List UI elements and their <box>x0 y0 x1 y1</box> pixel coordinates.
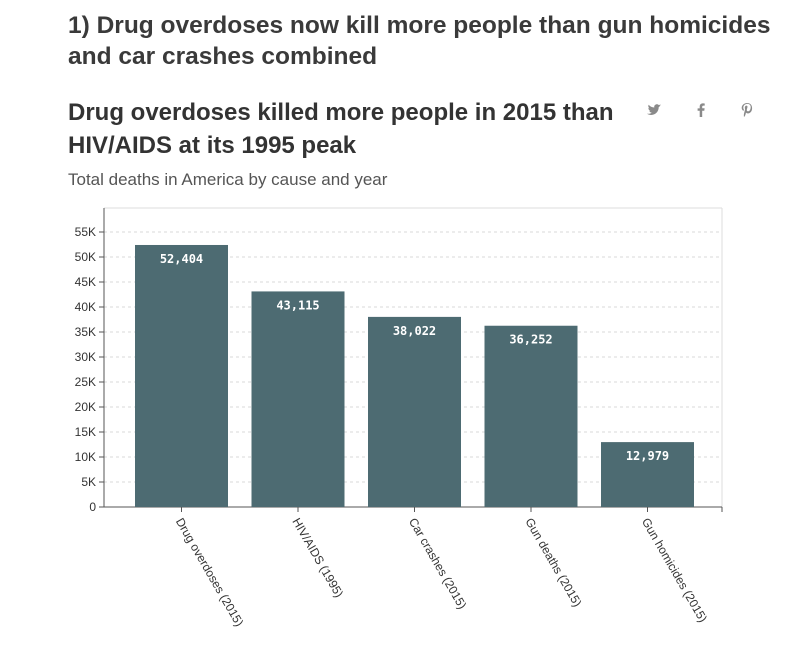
y-tick-label: 5K <box>81 475 96 489</box>
y-tick-label: 40K <box>75 300 96 314</box>
facebook-icon <box>697 103 705 117</box>
y-tick-label: 25K <box>75 375 96 389</box>
data-label: 38,022 <box>393 324 436 338</box>
bar <box>251 291 345 507</box>
chart-title: Drug overdoses killed more people in 201… <box>68 99 614 159</box>
y-tick-label: 55K <box>75 225 96 239</box>
y-tick-label: 50K <box>75 250 96 264</box>
data-label: 36,252 <box>509 333 552 347</box>
chart-subtitle: Total deaths in America by cause and yea… <box>68 170 388 189</box>
bar <box>368 316 461 507</box>
y-tick-label: 20K <box>75 400 96 414</box>
bar <box>601 442 694 507</box>
bar <box>484 325 578 507</box>
pinterest-share-button[interactable] <box>736 99 758 121</box>
y-tick-label: 0 <box>89 500 96 514</box>
y-tick-label: 15K <box>75 425 96 439</box>
pinterest-icon <box>741 103 753 117</box>
bar <box>135 244 228 508</box>
y-tick-label: 45K <box>75 275 96 289</box>
bars <box>135 244 694 508</box>
article-heading: 1) Drug overdoses now kill more people t… <box>68 12 771 70</box>
x-category-label: Car crashes (2015) <box>406 516 469 612</box>
facebook-share-button[interactable] <box>690 99 712 121</box>
y-tick-label: 10K <box>75 450 96 464</box>
x-category-label: HIV/AIDS (1995) <box>289 516 346 600</box>
twitter-icon <box>647 104 661 115</box>
data-label: 12,979 <box>626 449 669 463</box>
y-tick-label: 35K <box>75 325 96 339</box>
y-tick-label: 30K <box>75 350 96 364</box>
x-category-label: Gun deaths (2015) <box>522 516 584 610</box>
x-category-label: Drug overdoses (2015) <box>173 516 246 629</box>
twitter-share-button[interactable] <box>643 99 665 121</box>
data-label: 43,115 <box>276 298 319 312</box>
data-label: 52,404 <box>160 252 203 266</box>
x-category-label: Gun homicides (2015) <box>639 516 710 625</box>
